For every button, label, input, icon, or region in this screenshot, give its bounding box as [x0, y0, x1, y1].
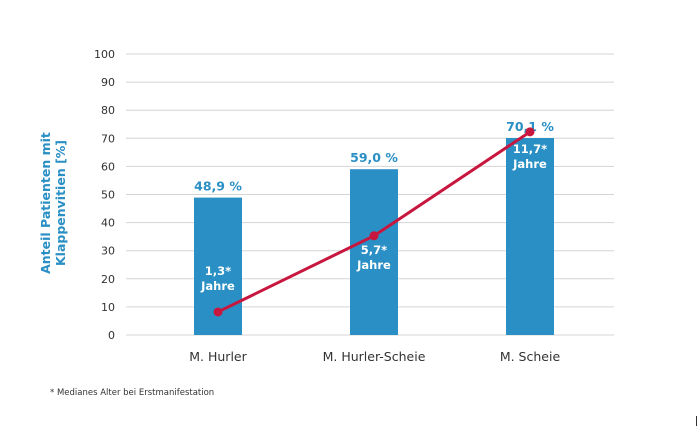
age-label: 5,7*: [361, 243, 387, 257]
bar: [506, 138, 554, 335]
age-label: 11,7*: [513, 142, 547, 156]
x-tick-label: M. Hurler: [189, 349, 247, 364]
y-tick-label: 50: [101, 189, 115, 202]
y-tick-label: 30: [101, 245, 115, 258]
x-tick-label: M. Hurler-Scheie: [323, 349, 426, 364]
y-axis-label: Anteil Patienten mit Klappenvitien [%]: [18, 60, 88, 345]
y-axis-label-line-1: Anteil Patienten mit: [38, 131, 53, 274]
y-tick-label: 100: [94, 48, 115, 61]
y-tick-label: 80: [101, 104, 115, 117]
edge-mark: [696, 416, 697, 426]
bar-value-label: 48,9 %: [194, 179, 242, 194]
y-tick-label: 0: [108, 329, 115, 342]
y-tick-label: 10: [101, 301, 115, 314]
bar-value-label: 59,0 %: [350, 150, 398, 165]
y-axis-label-line-2: Klappenvitien [%]: [53, 139, 68, 266]
age-label: Jahre: [200, 279, 235, 293]
y-tick-label: 20: [101, 273, 115, 286]
y-tick-label: 90: [101, 76, 115, 89]
y-tick-label: 60: [101, 160, 115, 173]
x-tick-label: M. Scheie: [500, 349, 561, 364]
median-age-point: [525, 127, 535, 137]
bar: [350, 169, 398, 335]
age-label: Jahre: [356, 258, 391, 272]
median-age-point: [213, 307, 223, 317]
y-tick-label: 40: [101, 217, 115, 230]
age-label: Jahre: [512, 157, 547, 171]
footnote: * Medianes Alter bei Erstmanifestation: [50, 388, 215, 398]
median-age-point: [369, 231, 379, 241]
bar-value-label: 70,1 %: [506, 119, 554, 134]
y-tick-label: 70: [101, 132, 115, 145]
age-label: 1,3*: [205, 264, 231, 278]
